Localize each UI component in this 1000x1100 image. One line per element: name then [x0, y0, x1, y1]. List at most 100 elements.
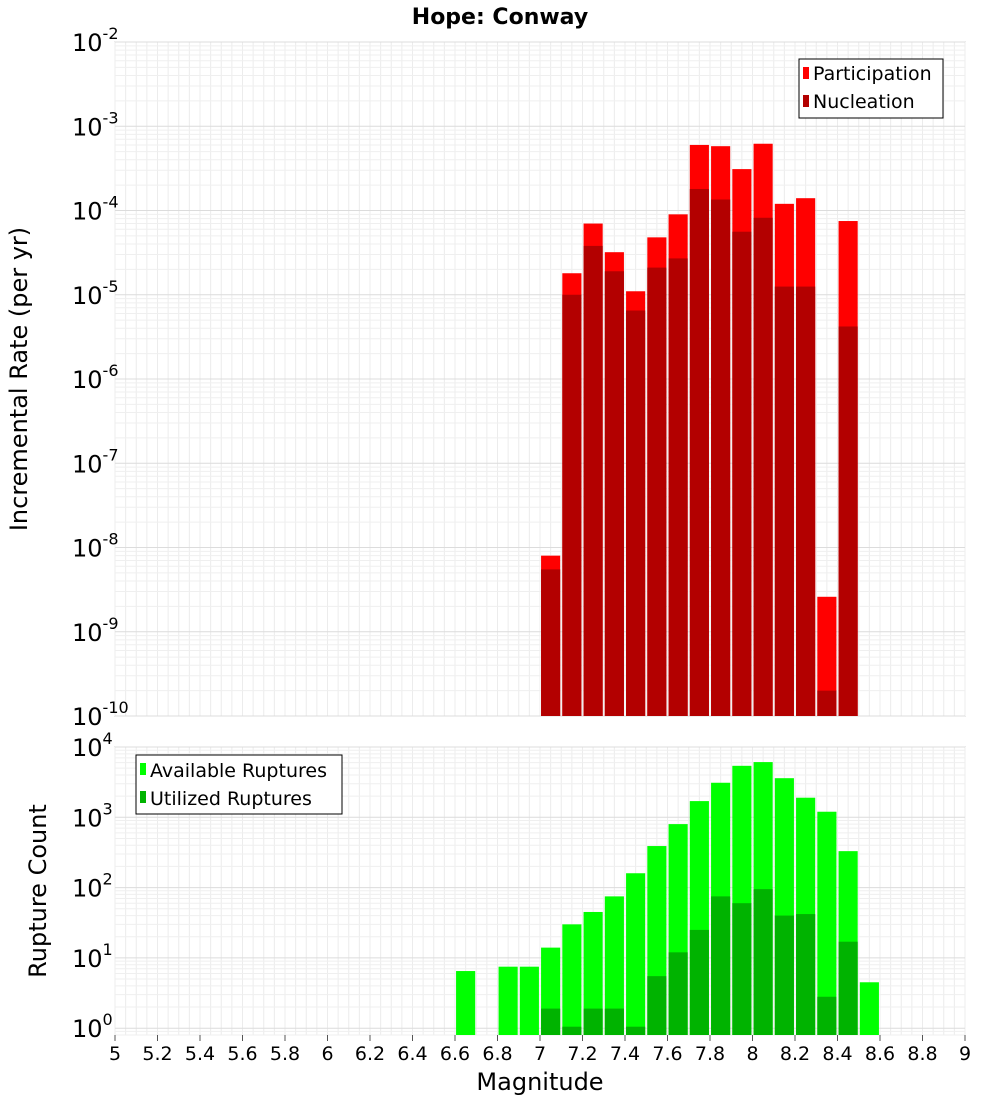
tick-exponent: 2: [103, 870, 113, 889]
count-bar-utilized-ruptures: [541, 1008, 561, 1035]
tick-exponent: -8: [103, 530, 119, 549]
count-bars: [456, 762, 879, 1035]
rate-bar-nucleation: [711, 199, 731, 716]
count-bar-available-ruptures: [562, 924, 582, 1035]
rate-bar-nucleation: [817, 690, 837, 716]
rate-bar-nucleation: [689, 188, 709, 716]
x-tick-label: 8.4: [822, 1043, 852, 1065]
tick-exponent: -6: [103, 361, 119, 380]
rate-bar-nucleation: [774, 286, 794, 716]
rate-bar-nucleation: [838, 326, 858, 716]
rate-bar-nucleation: [732, 231, 752, 717]
x-tick-label: 5.4: [185, 1043, 215, 1065]
count-bar-utilized-ruptures: [562, 1026, 582, 1035]
tick-exponent: -10: [103, 698, 129, 717]
rate-y-axis-label: Incremental Rate (per yr): [5, 227, 33, 531]
count-bar-available-ruptures: [859, 982, 879, 1035]
count-bar-utilized-ruptures: [732, 903, 752, 1035]
count-bar-available-ruptures: [604, 896, 624, 1035]
x-tick-label: 6: [321, 1043, 333, 1065]
x-tick-label: 8.6: [865, 1043, 895, 1065]
x-tick-label: 7.4: [610, 1043, 640, 1065]
tick-exponent: 4: [103, 729, 113, 748]
count-bar-utilized-ruptures: [689, 929, 709, 1035]
rate-grid: [114, 41, 966, 717]
rate-y-tick-label: 10-8: [72, 530, 119, 563]
rate-y-tick-label: 10-2: [72, 24, 119, 57]
rate-bar-nucleation: [796, 286, 816, 716]
x-tick-label: 6.8: [482, 1043, 512, 1065]
x-tick-label: 8.2: [780, 1043, 810, 1065]
count-bar-utilized-ruptures: [668, 952, 688, 1035]
count-bar-available-ruptures: [519, 966, 539, 1035]
rate-bar-nucleation: [753, 217, 773, 717]
count-bar-utilized-ruptures: [711, 896, 731, 1035]
tick-exponent: 0: [103, 1010, 113, 1029]
rate-bar-nucleation: [541, 569, 561, 716]
rate-bar-nucleation: [626, 310, 646, 716]
count-legend: Available Ruptures Utilized Ruptures: [135, 754, 343, 815]
count-y-tick-label: 104: [72, 729, 113, 762]
rate-y-tick-label: 10-3: [72, 108, 119, 141]
count-bar-utilized-ruptures: [774, 915, 794, 1035]
tick-exponent: -3: [103, 108, 119, 127]
tick-exponent: -4: [103, 193, 119, 212]
legend-utilized-label: Utilized Ruptures: [150, 788, 312, 810]
x-tick-label: 7: [534, 1043, 546, 1065]
rate-y-tick-label: 10-10: [72, 698, 129, 731]
tick-exponent: -5: [103, 277, 119, 296]
count-bar-utilized-ruptures: [817, 996, 837, 1035]
x-tick-label: 7.8: [695, 1043, 725, 1065]
x-tick-label: 5.2: [142, 1043, 172, 1065]
count-y-tick-label: 100: [72, 1010, 113, 1043]
x-axis-label: Magnitude: [476, 1068, 603, 1096]
count-bar-available-ruptures: [626, 873, 646, 1035]
tick-exponent: -9: [103, 614, 119, 633]
legend-participation-swatch: [803, 67, 809, 79]
x-tick-label: 8: [746, 1043, 758, 1065]
rate-y-tick-label: 10-6: [72, 361, 119, 394]
count-bar-available-ruptures: [583, 911, 603, 1035]
tick-exponent: 3: [103, 799, 113, 818]
count-bar-utilized-ruptures: [838, 941, 858, 1035]
count-y-tick-label: 101: [72, 940, 113, 973]
legend-utilized-swatch: [140, 791, 146, 803]
legend-participation-label: Participation: [813, 63, 932, 85]
legend-available-label: Available Ruptures: [150, 760, 327, 782]
rate-bar-nucleation: [562, 294, 582, 716]
rate-bar-participation: [817, 596, 837, 716]
rate-bar-nucleation: [583, 245, 603, 716]
x-tick-label: 9: [959, 1043, 971, 1065]
rate-bar-nucleation: [647, 267, 667, 716]
rate-y-tick-label: 10-9: [72, 614, 119, 647]
x-axis-ticks: 5 5.2 5.4 5.6 5.8 6 6.2 6.4 6.6 6.8 7 7.2 7.4 7.6 7.8 8…: [109, 1035, 971, 1065]
count-y-tick-label: 103: [72, 799, 113, 832]
rate-y-ticks: 10-2 10-3 10-4 10-5 10-6 10-7 10-8 10-9 10-10: [72, 24, 129, 731]
count-legend-box: [135, 754, 343, 815]
x-tick-label: 5.8: [270, 1043, 300, 1065]
tick-exponent: -2: [103, 24, 119, 43]
x-tick-label: 5: [109, 1043, 121, 1065]
x-tick-label: 8.8: [907, 1043, 937, 1065]
count-bar-utilized-ruptures: [753, 889, 773, 1035]
count-bar-utilized-ruptures: [604, 1008, 624, 1035]
x-tick-label: 7.6: [652, 1043, 682, 1065]
chart-title: Hope: Conway: [412, 5, 588, 30]
legend-nucleation-label: Nucleation: [813, 91, 915, 113]
count-bar-available-ruptures: [498, 966, 518, 1035]
x-tick-label: 6.6: [440, 1043, 470, 1065]
rate-y-tick-label: 10-5: [72, 277, 119, 310]
count-bar-available-ruptures: [817, 811, 837, 1035]
count-y-axis-label: Rupture Count: [24, 804, 52, 978]
count-bar-utilized-ruptures: [796, 914, 816, 1035]
rate-y-tick-label: 10-4: [72, 193, 119, 226]
rate-bar-nucleation: [604, 271, 624, 716]
count-bar-utilized-ruptures: [647, 976, 667, 1035]
count-y-tick-label: 102: [72, 870, 113, 903]
rate-legend: Participation Nucleation: [798, 58, 944, 119]
tick-exponent: -7: [103, 445, 119, 464]
tick-exponent: 1: [103, 940, 113, 959]
